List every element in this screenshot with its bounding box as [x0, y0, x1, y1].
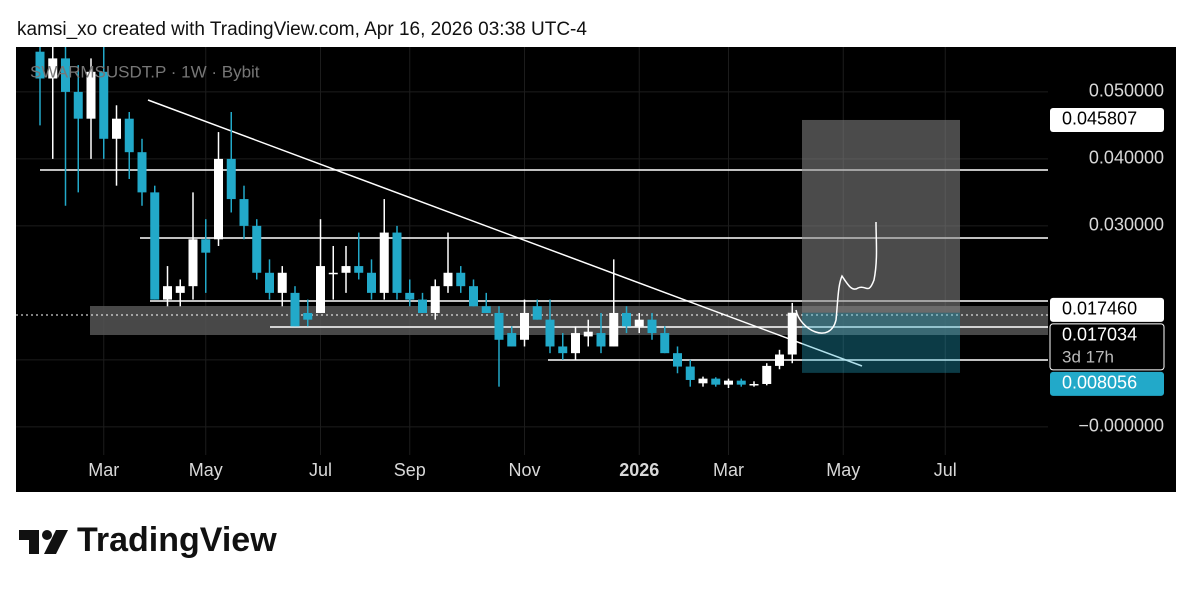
candle-body [724, 380, 733, 385]
candle-body [367, 272, 376, 293]
candle-body [545, 319, 555, 347]
candle-body [316, 266, 325, 313]
price-label: 0.045807 [1062, 109, 1137, 129]
position-tool [802, 119, 960, 373]
candle-body [99, 71, 109, 139]
x-tick-label: Mar [713, 460, 744, 480]
candle-body [379, 232, 389, 293]
sketch [795, 221, 878, 334]
brand-logo [19, 530, 68, 554]
trend-line [147, 99, 863, 367]
candle-body [520, 312, 529, 340]
candle-body [112, 118, 121, 139]
credit: kamsi_xo created with TradingView.com, A… [17, 19, 587, 40]
candle-body [443, 272, 453, 287]
brand: TradingView [77, 521, 277, 559]
candle-body [609, 312, 619, 347]
candle-body [201, 239, 211, 253]
candle-body [328, 272, 338, 275]
candle-body [418, 299, 427, 313]
price-label: 0.017034 [1062, 325, 1137, 345]
y-tick-label: 0.050000 [1089, 81, 1164, 101]
candle-body [48, 58, 58, 79]
x-tick-label: Mar [88, 460, 119, 480]
candle-body [354, 266, 364, 273]
candle-body [775, 354, 784, 366]
candle-body [150, 192, 160, 300]
candle-body [494, 312, 504, 340]
candle-body [507, 333, 517, 347]
candle-body [622, 312, 631, 327]
x-tick-label: Jul [934, 460, 957, 480]
candle-body [787, 312, 797, 355]
y-tick-label: 0.040000 [1089, 148, 1164, 168]
candle-body [596, 333, 606, 347]
candle-body [405, 292, 415, 300]
candle-body [188, 239, 198, 287]
y-tick-label: −0.000000 [1078, 416, 1164, 436]
x-tick-label: Nov [508, 460, 540, 480]
candle-body [341, 266, 351, 273]
candle-body [303, 312, 313, 320]
candle-body [175, 286, 185, 293]
candle-body [736, 380, 746, 385]
y-tick-label: 0.030000 [1089, 215, 1164, 235]
candle-body [124, 118, 134, 153]
candle-body [430, 286, 440, 313]
candle-body [583, 331, 593, 337]
candle-body [163, 286, 172, 300]
candle-body [265, 272, 274, 293]
x-tick-label: May [189, 460, 223, 480]
candle-body [226, 158, 236, 200]
price-label: 0.008056 [1062, 373, 1137, 393]
price-axis: 0.0500000.0400000.0300000.010000−0.00000… [88, 81, 1165, 480]
candle-body [711, 378, 721, 385]
countdown: 3d 17h [1062, 347, 1114, 366]
x-tick-label: 2026 [619, 460, 659, 480]
candle-body [469, 286, 478, 307]
candle-body [673, 353, 682, 367]
price-label: 0.017460 [1062, 299, 1137, 319]
price-label-box [1050, 107, 1164, 132]
candle-body [392, 232, 402, 293]
candle-body [456, 272, 466, 287]
candle-body [647, 319, 657, 334]
price-label-box [1049, 323, 1165, 371]
stop-zone [802, 312, 960, 373]
x-tick-label: May [826, 460, 860, 480]
candle-body [239, 199, 249, 226]
x-tick-label: Sep [394, 460, 426, 480]
chart-background [16, 47, 1176, 492]
candle-body [290, 292, 300, 327]
candle-body [762, 365, 772, 384]
candle-body [660, 333, 670, 354]
candle-body [277, 272, 287, 293]
candle-body [634, 319, 644, 327]
candle-body [35, 51, 45, 79]
candle-body [532, 306, 542, 320]
candle-body [214, 158, 223, 240]
candle-body [73, 91, 83, 119]
x-tick-label: Jul [309, 460, 332, 480]
candle-body [698, 378, 708, 384]
candle-body [749, 383, 759, 386]
grid [16, 47, 1048, 455]
candle-body [61, 58, 70, 92]
candle-body [685, 366, 695, 380]
candle-body [558, 346, 568, 354]
candle-body [137, 152, 147, 193]
candle-body [571, 333, 580, 354]
candles [35, 47, 797, 389]
price-label-box [1050, 297, 1164, 322]
price-label-box [1050, 371, 1164, 396]
target-zone [802, 119, 960, 313]
candle-body [481, 306, 491, 313]
candle-body [252, 225, 262, 273]
symbol: SWARMSUSDT.P · 1W · Bybit [30, 62, 260, 81]
candle-body [86, 71, 96, 119]
